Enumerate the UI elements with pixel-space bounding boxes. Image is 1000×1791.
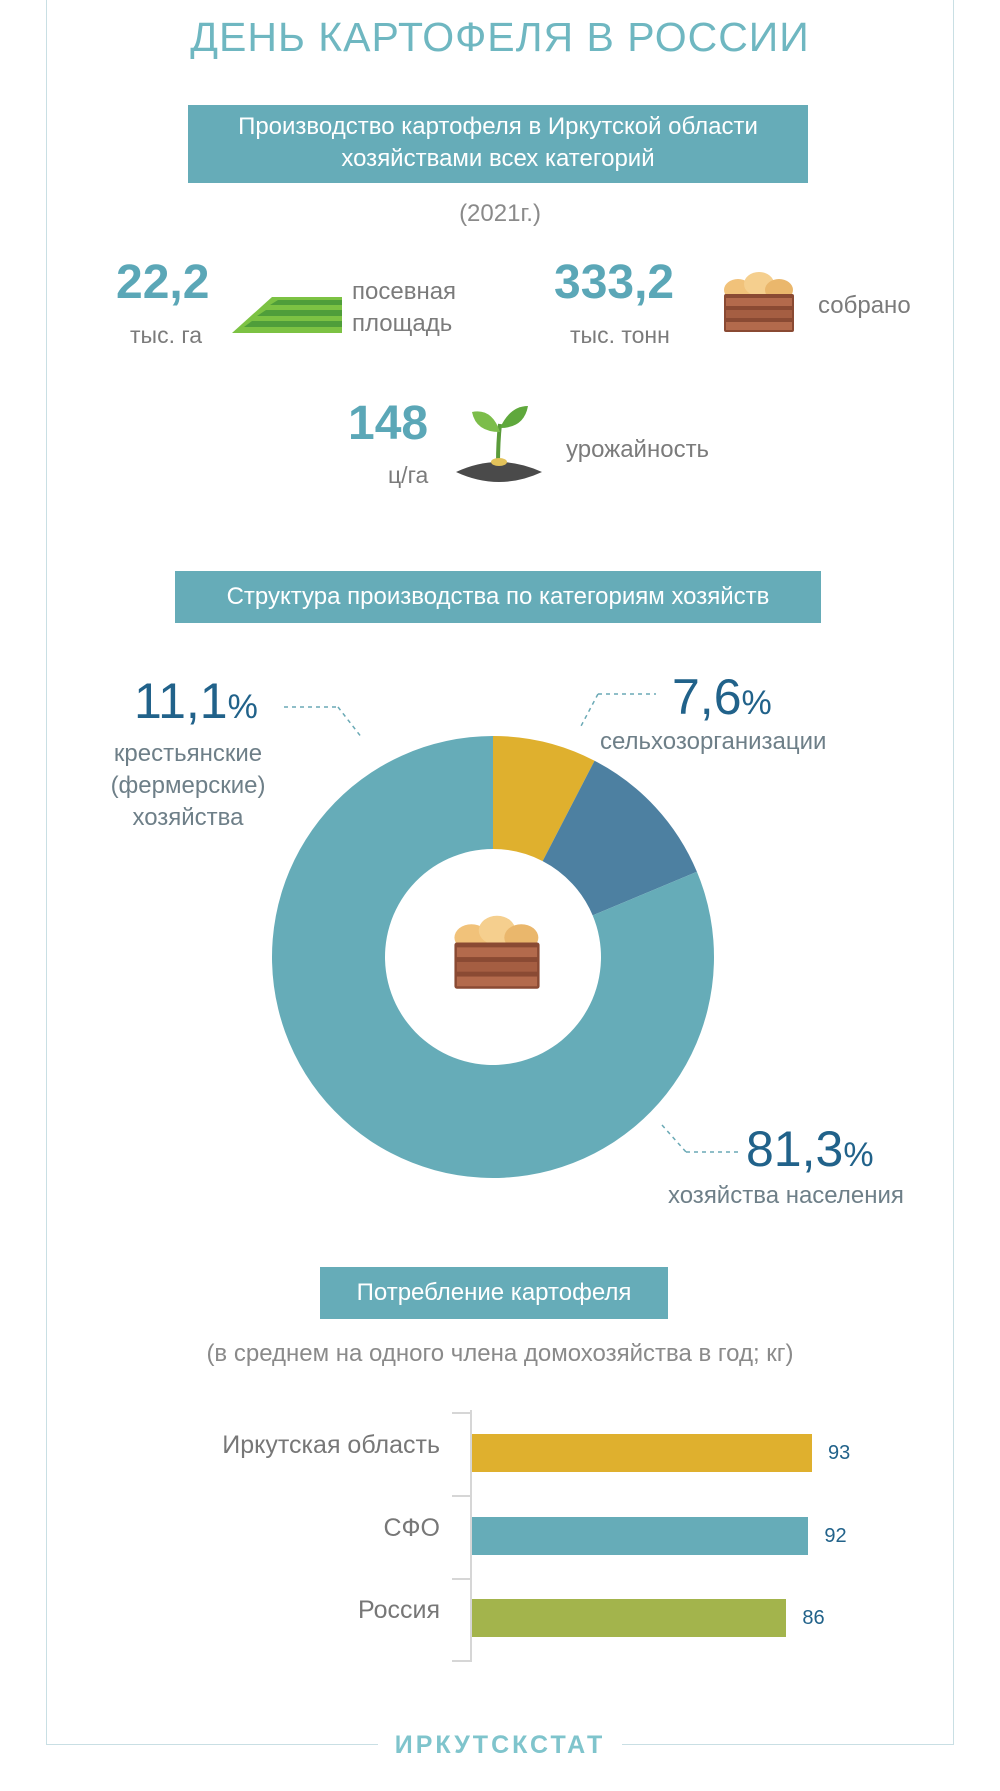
households-percent: 81,3% <box>746 1120 874 1178</box>
bar-value-irkutsk: 93 <box>828 1442 851 1464</box>
households-percent-value: 81,3 <box>746 1121 844 1177</box>
yield-value: 148 <box>348 397 429 450</box>
farm-label-line1: крестьянские <box>113 740 263 767</box>
production-banner-line2: хозяйствами всех категорий <box>341 145 655 172</box>
farm-label-line3: хозяйства <box>132 804 244 831</box>
donut-slice-agro <box>493 736 595 862</box>
axis-tick <box>452 1660 472 1662</box>
field-icon <box>232 297 342 333</box>
farm-percent-symbol: % <box>227 688 258 726</box>
bar-axis <box>470 1410 472 1662</box>
households-label: хозяйства населения <box>668 1182 904 1209</box>
bar-label-irkutsk: Иркутская область <box>222 1431 440 1459</box>
bar-label-sfo: СФО <box>383 1514 440 1542</box>
consumption-subtitle: (в среднем на одного члена домохозяйства… <box>206 1340 794 1367</box>
area-label-line2: площадь <box>352 310 453 337</box>
agro-percent-value: 7,6 <box>672 669 742 725</box>
yield-unit: ц/га <box>388 462 429 488</box>
donut-slice-farm <box>542 760 697 916</box>
leader-households-diagonal <box>661 1124 687 1153</box>
harvest-label: собрано <box>818 292 911 319</box>
yield-label: урожайность <box>566 436 710 463</box>
area-unit: тыс. га <box>130 322 203 348</box>
axis-tick <box>452 1578 472 1580</box>
footer-logo: ИРКУТСКСТАТ <box>394 1731 606 1759</box>
sprout-icon <box>456 406 542 482</box>
year-note: (2021г.) <box>459 200 541 227</box>
footer-gap <box>378 1730 622 1760</box>
production-banner: Производство картофеля в Иркутской облас… <box>188 105 808 183</box>
agro-label: сельхозорганизации <box>600 728 827 755</box>
farm-percent-value: 11,1 <box>134 673 228 729</box>
households-percent-symbol: % <box>843 1136 874 1174</box>
page-title: ДЕНЬ КАРТОФЕЛЯ В РОССИИ <box>190 14 810 60</box>
farm-percent: 11,1% <box>134 672 258 730</box>
bar-sfo <box>472 1517 809 1555</box>
agro-percent-symbol: % <box>741 684 772 722</box>
farm-label-line2: (фермерские) <box>110 772 266 799</box>
bar-irkutsk <box>472 1434 812 1472</box>
harvest-value: 333,2 <box>554 256 675 309</box>
consumption-banner: Потребление картофеля <box>320 1267 668 1319</box>
bar-value-sfo: 92 <box>824 1525 847 1547</box>
leader-farm-diagonal <box>337 706 363 739</box>
donut-slice-households <box>272 736 715 1178</box>
axis-tick <box>452 1495 472 1497</box>
axis-tick <box>452 1412 472 1414</box>
potato-crate-center-icon <box>454 915 540 989</box>
bar-label-russia: Россия <box>358 1596 440 1624</box>
structure-banner: Структура производства по категориям хоз… <box>175 571 821 623</box>
production-banner-line1: Производство картофеля в Иркутской облас… <box>238 113 758 140</box>
harvest-unit: тыс. тонн <box>570 322 670 348</box>
farm-label: крестьянские (фермерские) хозяйства <box>96 738 280 834</box>
area-label-line1: посевная <box>352 278 457 305</box>
leader-agro-diagonal <box>579 693 599 729</box>
bar-russia <box>472 1599 787 1637</box>
bar-value-russia: 86 <box>802 1607 825 1629</box>
area-label: посевная площадь <box>352 276 456 340</box>
agro-percent: 7,6% <box>672 668 772 726</box>
area-value: 22,2 <box>116 256 210 309</box>
potato-crate-icon <box>724 272 794 332</box>
